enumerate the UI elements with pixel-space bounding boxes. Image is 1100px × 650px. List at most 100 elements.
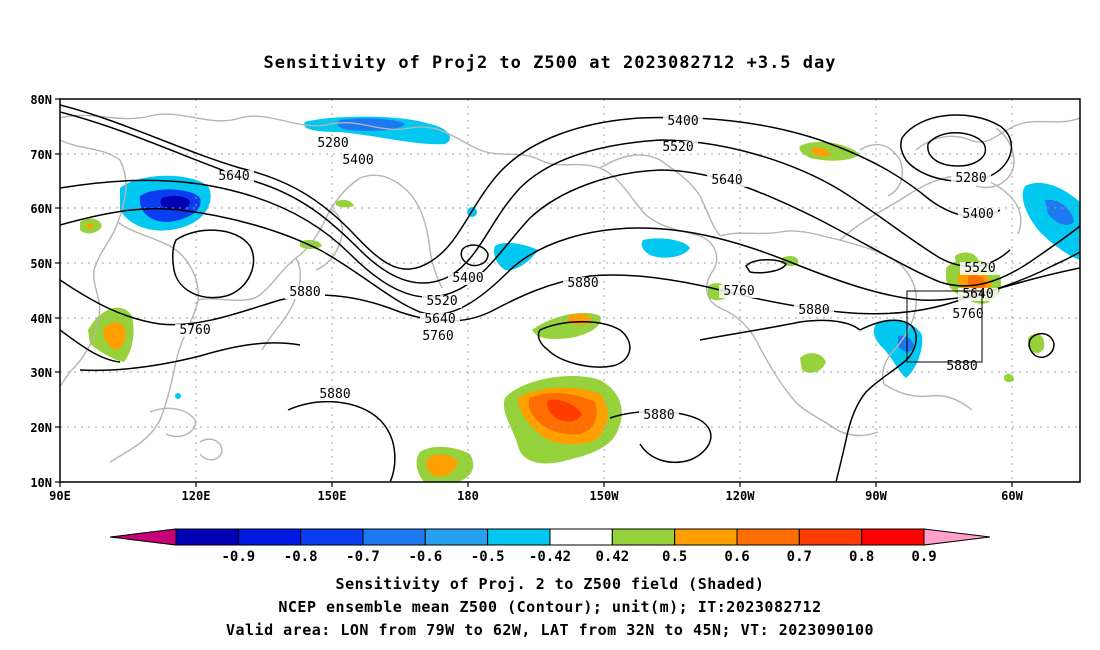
lon-tick-label: 90E (49, 489, 71, 503)
lat-tick-label: 20N (30, 421, 52, 435)
colorbar-label: -0.9 (221, 549, 255, 565)
positive-sensitivity-spot (87, 223, 93, 229)
contour-label: 5520 (964, 261, 995, 276)
negative-sensitivity-core (337, 118, 405, 131)
coastlines (60, 113, 1080, 463)
contour-label: 5640 (424, 312, 455, 327)
contour-label: 5400 (962, 207, 993, 222)
contour-label: 5880 (798, 303, 829, 318)
contour-label-background (948, 308, 988, 321)
contour-label: 5880 (289, 285, 320, 300)
contour-label-background (639, 409, 679, 422)
lon-tick-label: 150W (590, 489, 620, 503)
positive-sensitivity-region (300, 239, 322, 249)
sensitivity-shading (80, 116, 1080, 482)
lat-tick-label: 50N (30, 257, 52, 271)
colorbar-box (861, 528, 925, 546)
positive-sensitivity-region (800, 353, 826, 373)
footer-line-1: Sensitivity of Proj. 2 to Z500 field (Sh… (336, 575, 765, 593)
lat-tick-label: 60N (30, 202, 52, 216)
positive-sensitivity-region (799, 141, 860, 161)
positive-sensitivity-core (103, 322, 126, 350)
contour-label-background (951, 172, 991, 185)
positive-sensitivity-region (1028, 333, 1045, 354)
lat-tick-label: 10N (30, 476, 52, 490)
colorbar-label: -0.5 (471, 549, 505, 565)
map-panel: 5400 5520 5640 5280 5400 5640 5400 5520 5640 5760… (30, 93, 1081, 503)
contour-label: 5880 (643, 408, 674, 423)
contour-label: 5280 (317, 136, 348, 151)
figure-title: Sensitivity of Proj2 to Z500 at 20230827… (264, 53, 837, 73)
negative-sensitivity-core (1045, 199, 1074, 225)
map-frame (59, 98, 1081, 483)
contour-label: 5760 (179, 323, 210, 338)
latitude-labels: 80N 70N 60N 50N 40N 30N 20N 10N (30, 93, 52, 490)
colorbar-box (674, 528, 738, 546)
contour-label-background (719, 285, 759, 298)
colorbar-extend-low (109, 528, 177, 546)
lon-tick-label: 60W (1001, 489, 1023, 503)
footer-line-2: NCEP ensemble mean Z500 (Contour); unit(… (278, 598, 821, 616)
contour-label-background (942, 360, 982, 373)
contour-label: 5400 (667, 114, 698, 129)
contour-label-background (663, 115, 703, 128)
contour-label-background (658, 141, 698, 154)
negative-sensitivity-region (494, 243, 538, 271)
map-grid (60, 99, 1080, 482)
contour-label-background (422, 295, 462, 308)
contour-label: 5400 (342, 153, 373, 168)
negative-sensitivity-core (160, 195, 190, 211)
contour-label: 5760 (952, 307, 983, 322)
colorbar-box (798, 528, 863, 546)
contour-label: 5640 (711, 173, 742, 188)
colorbar-label: -0.7 (346, 549, 380, 565)
negative-sensitivity-spot (175, 393, 181, 399)
contour-label: 5520 (662, 140, 693, 155)
lon-tick-label: 120W (726, 489, 756, 503)
contour-label-background (794, 304, 834, 317)
contour-label: 5400 (452, 271, 483, 286)
colorbar-extend-high (923, 528, 991, 546)
contour-label: 5880 (567, 276, 598, 291)
colorbar-box (362, 528, 426, 546)
contour-label-background (175, 324, 215, 337)
colorbar-box (237, 528, 302, 546)
colorbar-label: 0.8 (849, 549, 874, 565)
positive-sensitivity-core (547, 399, 582, 422)
positive-sensitivity-core (426, 454, 458, 477)
contour-label-background (313, 137, 353, 150)
lat-tick-label: 40N (30, 312, 52, 326)
colorbar: -0.9 -0.8 -0.7 -0.6 -0.5 -0.42 0.42 0.5 0.6 0.7 0.… (109, 528, 991, 565)
colorbar-label: 0.5 (662, 549, 687, 565)
negative-sensitivity-region (1022, 182, 1080, 260)
contour-label: 5760 (723, 284, 754, 299)
contour-label-background (958, 208, 998, 221)
colorbar-label: 0.7 (787, 549, 812, 565)
contour-label-background (285, 286, 325, 299)
colorbar-label: 0.6 (724, 549, 749, 565)
contour-label: 5280 (955, 171, 986, 186)
contour-label-background (418, 330, 458, 343)
lon-tick-label: 150E (318, 489, 347, 503)
contour-label-background (960, 262, 1000, 275)
contour-label-background (563, 277, 603, 290)
lat-tick-label: 30N (30, 366, 52, 380)
colorbar-box (611, 528, 676, 546)
colorbar-box (549, 528, 613, 546)
colorbar-label: -0.8 (284, 549, 318, 565)
contour-label: 5640 (218, 169, 249, 184)
contour-label-background (420, 313, 460, 326)
colorbar-box (736, 528, 800, 546)
footer-line-3: Valid area: LON from 79W to 62W, LAT fro… (226, 621, 874, 639)
negative-sensitivity-region (641, 238, 690, 258)
colorbar-label: -0.6 (408, 549, 442, 565)
contour-label-background (707, 174, 747, 187)
colorbar-label: 0.9 (911, 549, 936, 565)
positive-sensitivity-region (955, 252, 978, 264)
contour-label: 5640 (962, 287, 993, 302)
lat-tick-label: 80N (30, 93, 52, 107)
negative-sensitivity-region (873, 319, 923, 378)
contour-label: 5760 (422, 329, 453, 344)
contour-labels: 5400 5520 5640 5280 5400 5640 5400 5520 5640 5760… (175, 114, 1000, 423)
contour-label: 5880 (319, 387, 350, 402)
